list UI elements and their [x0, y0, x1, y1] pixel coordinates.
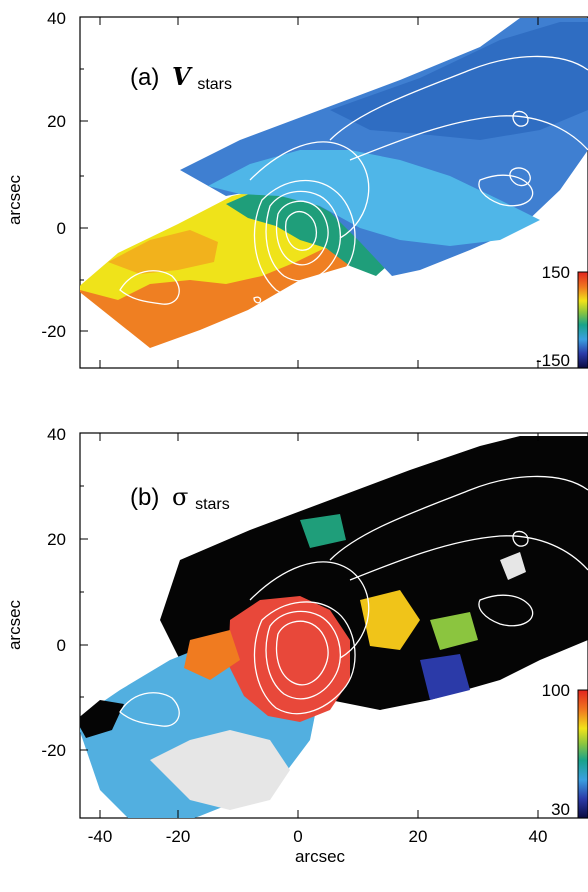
velocity-ticks — [80, 16, 539, 368]
velocity-symbol: V — [172, 62, 193, 91]
velocity-y-axis-title: arcsec — [5, 174, 24, 225]
dispersion-xtick-label: -40 — [88, 827, 113, 846]
dispersion-region-blue — [420, 654, 470, 700]
dispersion-ytick-label: -20 — [41, 741, 66, 760]
dispersion-region-orange — [184, 630, 240, 680]
dispersion-subscript: stars — [195, 496, 230, 513]
velocity-ytick-label: 0 — [57, 219, 66, 238]
dispersion-x-axis-title: arcsec — [295, 847, 346, 866]
dispersion-panel-letter: (b) — [130, 484, 159, 511]
velocity-contours — [119, 55, 588, 305]
dispersion-colorbar-max: 100 — [542, 681, 570, 700]
dispersion-region-pale — [500, 552, 526, 580]
velocity-region-dark-blue — [330, 22, 588, 140]
dispersion-ytick-label: 40 — [47, 425, 66, 444]
velocity-region-lighter-blue — [208, 150, 540, 246]
dispersion-region-yellow — [360, 590, 420, 650]
dispersion-xtick-label: -20 — [166, 827, 191, 846]
velocity-ytick-label: 20 — [47, 112, 66, 131]
dispersion-ytick-label: 20 — [47, 530, 66, 549]
dispersion-region-grey — [150, 730, 290, 810]
velocity-colorbar: 150 -150 — [536, 263, 588, 370]
velocity-panel: -20 0 20 40 arcsec (a) V stars 150 -150 — [5, 9, 588, 370]
dispersion-colorbar-scale — [577, 689, 588, 819]
velocity-colorbar-min: -150 — [536, 351, 570, 370]
dispersion-xtick-label: 40 — [529, 827, 548, 846]
dispersion-ticks — [80, 432, 539, 818]
velocity-colorbar-max: 150 — [542, 263, 570, 282]
velocity-colorbar-scale — [577, 271, 588, 369]
velocity-ytick-label: -20 — [41, 322, 66, 341]
dispersion-colorbar-min: 30 — [551, 800, 570, 819]
velocity-region-orange-yellow — [108, 230, 218, 274]
dispersion-region-black-sw — [80, 700, 124, 738]
dispersion-panel-title: (b) σ stars — [130, 483, 230, 513]
dispersion-y-axis-title: arcsec — [5, 599, 24, 650]
dispersion-contours — [119, 475, 588, 727]
velocity-panel-title: (a) V stars — [130, 62, 232, 93]
dispersion-xtick-label: 0 — [293, 827, 302, 846]
dispersion-map — [80, 436, 588, 818]
velocity-map — [80, 18, 588, 348]
dispersion-panel: -20 0 20 40 -40 -20 0 20 40 arcsec arcse… — [5, 425, 588, 866]
dispersion-region-green — [300, 514, 346, 548]
velocity-subscript: stars — [197, 76, 232, 93]
dispersion-ytick-label: 0 — [57, 636, 66, 655]
velocity-ytick-label: 40 — [47, 9, 66, 28]
dispersion-colorbar: 100 30 — [542, 681, 588, 819]
dispersion-xtick-label: 20 — [409, 827, 428, 846]
velocity-panel-letter: (a) — [130, 64, 159, 91]
dispersion-symbol: σ — [172, 483, 188, 511]
dispersion-region-yellow-green — [430, 612, 478, 650]
